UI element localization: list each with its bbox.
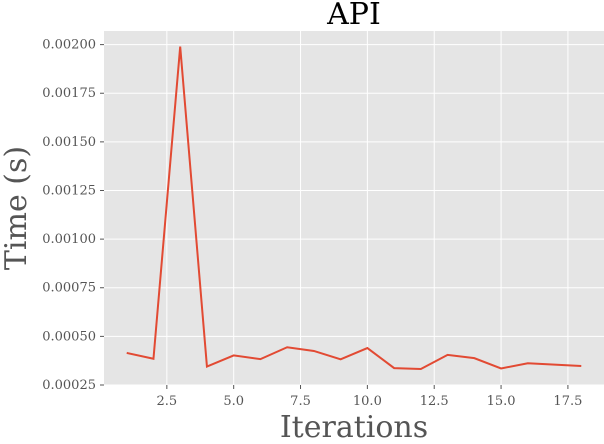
series-line [126,46,582,371]
x-axis-label: Iterations [280,410,428,444]
x-tick-label: 15.0 [487,394,516,409]
x-tick-label: 12.5 [420,394,449,409]
y-tick-label: 0.00150 [42,135,96,150]
chart-title: API [326,0,381,32]
y-tick-label: 0.00125 [42,183,96,198]
x-tick-label: 10.0 [353,394,382,409]
y-tick-label: 0.00200 [42,38,96,53]
y-tick-label: 0.00075 [42,281,96,296]
y-axis-label: Time (s) [0,146,34,270]
y-tick-label: 0.00175 [42,86,96,101]
x-tick-label: 5.0 [223,394,244,409]
y-tick-label: 0.00025 [42,378,96,393]
x-tick-label: 2.5 [156,394,177,409]
x-tick-label: 7.5 [290,394,311,409]
series-layer [126,46,582,371]
y-tick-label: 0.00100 [42,232,96,247]
plot-area [104,31,604,385]
y-tick-label: 0.00050 [42,329,96,344]
tick-labels: 0.00025 0.00050 0.00075 0.00100 0.00125 0.001… [42,38,582,409]
x-tick-label: 17.5 [553,394,582,409]
